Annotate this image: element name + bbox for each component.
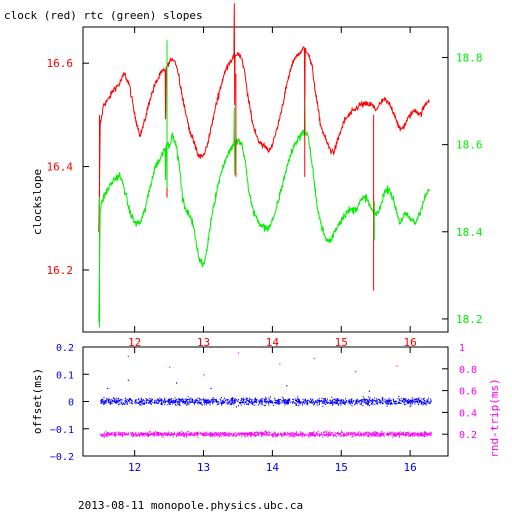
slope-y2-axis: 18.2 18.4 18.6 18.8 [442, 52, 483, 326]
offset-y-axis-label: offset(ms) [31, 368, 44, 434]
offset-series-group [100, 352, 432, 438]
offset-x-tick-label: 16 [403, 461, 416, 474]
slope-y-tick-label: 16.2 [47, 264, 74, 277]
offset-x-tick-label: 14 [266, 461, 280, 474]
slope-y2-tick-label: 18.6 [456, 139, 483, 152]
offset-y-tick-label: −0.1 [50, 425, 74, 436]
offset-y-tick-label: 0 [68, 398, 74, 409]
roundtrip-outlier [169, 366, 171, 368]
roundtrip-y2-tick-label: 0.4 [459, 408, 477, 419]
slope-x-tick-label: 12 [128, 336, 141, 349]
roundtrip-y2-tick-label: 0.6 [459, 387, 477, 398]
slope-y-tick-label: 16.4 [47, 161, 74, 174]
offset-y-axis: −0.2 −0.1 0 0.1 0.2 [50, 343, 89, 463]
roundtrip-y2-axis-label: rnd-trip(ms) [488, 378, 501, 457]
slope-x-axis: 12 13 14 15 16 [128, 27, 417, 349]
offset-outlier [175, 382, 178, 384]
roundtrip-y2-axis: 0.2 0.4 0.6 0.8 1 [442, 343, 477, 441]
slope-y2-tick-label: 18.4 [456, 226, 483, 239]
slope-x-tick-label: 14 [266, 336, 280, 349]
roundtrip-y2-tick-label: 0.8 [459, 365, 477, 376]
offset-x-tick-label: 12 [128, 461, 141, 474]
slope-x-tick-label: 15 [335, 336, 348, 349]
offset-points [100, 395, 432, 408]
offset-outlier [107, 387, 109, 390]
slope-y2-tick-label: 18.8 [456, 52, 483, 65]
roundtrip-outlier [127, 355, 129, 357]
offset-outlier [286, 385, 288, 387]
offset-outlier [368, 390, 371, 392]
chart-title: clock (red) rtc (green) slopes [4, 9, 203, 22]
slope-y2-tick-label: 18.2 [456, 313, 483, 326]
roundtrip-outlier [355, 370, 357, 373]
offset-panel: 12 13 14 15 16 −0.2 −0.1 0 0.1 0.2 0.2 0.4 0.6 0.8 1… [31, 343, 501, 474]
offset-x-axis: 12 13 14 15 16 [128, 347, 417, 474]
offset-x-tick-label: 13 [197, 461, 210, 474]
roundtrip-y2-tick-label: 1 [459, 343, 465, 354]
slope-x-tick-label: 13 [197, 336, 210, 349]
roundtrip-outlier [237, 352, 240, 354]
offset-y-tick-label: −0.2 [50, 452, 74, 463]
roundtrip-y2-tick-label: 0.2 [459, 430, 477, 441]
slope-series-group [98, 3, 430, 328]
slope-y-tick-label: 16.6 [47, 57, 74, 70]
slope-panel: 12 13 14 15 16 16.2 16.4 16.6 18.2 18.4 18.6 18.8… [31, 3, 483, 349]
slope-y-axis-label: clockslope [31, 169, 44, 235]
offset-x-tick-label: 15 [335, 461, 348, 474]
offset-y-tick-label: 0.1 [56, 370, 74, 381]
roundtrip-outlier [313, 357, 315, 360]
footer-label: 2013-08-11 monopole.physics.ubc.ca [78, 499, 303, 512]
slope-panel-frame [82, 26, 449, 333]
roundtrip-outlier [203, 374, 205, 376]
offset-y-tick-label: 0.2 [56, 343, 74, 354]
slope-y-axis: 16.2 16.4 16.6 [47, 57, 89, 277]
slope-x-tick-label: 16 [403, 336, 416, 349]
roundtrip-outlier [279, 363, 281, 365]
clock-slope-line [98, 3, 430, 233]
offset-outlier [210, 387, 212, 390]
roundtrip-outlier [396, 365, 398, 367]
roundtrip-points [100, 430, 432, 438]
offset-outlier [127, 379, 129, 381]
